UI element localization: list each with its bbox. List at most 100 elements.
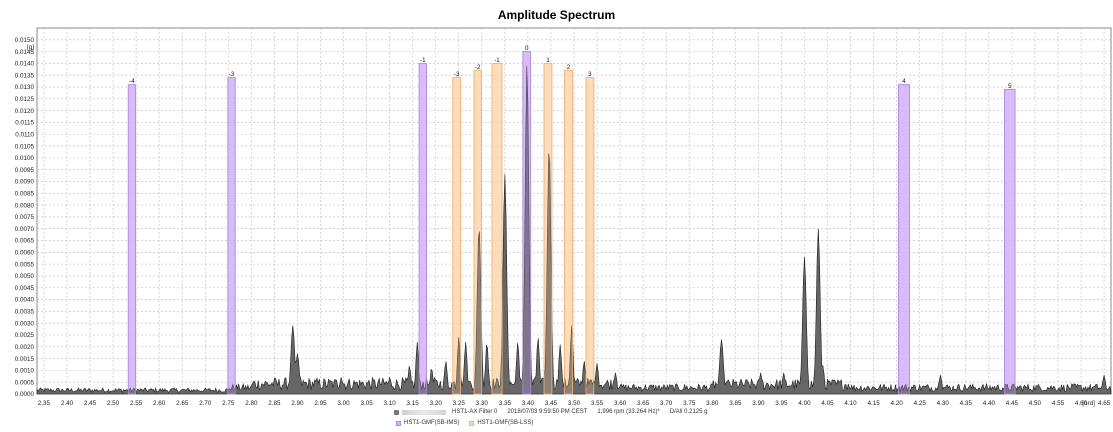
x-tick-label: 3.95	[775, 400, 788, 407]
bar-labels: -4 -3 -1 0 4 5 -3 -2 -1 1 2 3	[129, 45, 1012, 90]
x-tick-label: 3.60	[614, 400, 627, 407]
x-tick-label: 4.20	[891, 400, 904, 407]
sideband-bar-label: -2	[475, 64, 481, 71]
y-tick-label: 0.0150	[15, 37, 35, 44]
x-tick-label: 4.25	[914, 400, 927, 407]
x-tick-label: 4.30	[937, 400, 950, 407]
x-tick-label: 2.40	[61, 400, 74, 407]
series-swatch-sb-lss	[469, 420, 475, 426]
x-tick-label: 2.60	[153, 400, 166, 407]
y-tick-label: 0.0125	[15, 96, 35, 103]
sideband-bar-label: 2	[567, 64, 571, 71]
x-tick-label: 2.75	[222, 400, 235, 407]
x-tick-label: 4.10	[844, 400, 857, 407]
y-tick-label: 0.0035	[15, 309, 35, 316]
plot-frame	[36, 27, 1112, 395]
x-tick-label: 3.20	[430, 400, 443, 407]
y-tick-label: 0.0065	[15, 238, 35, 245]
x-tick-label: 3.10	[383, 400, 396, 407]
legend-row-2: HST1-GMF(SB-IMS) HST1-GMF(SB-LSS)	[396, 420, 543, 427]
legend-series-sb-lss: HST1-GMF(SB-LSS)	[477, 420, 534, 426]
sideband-bar-overlay	[227, 77, 236, 395]
x-tick-label: 3.90	[752, 400, 765, 407]
x-tick-label: 2.85	[268, 400, 281, 407]
sideband-bar-label: -4	[129, 78, 135, 85]
x-tick-label: 4.05	[821, 400, 834, 407]
y-tick-label: 0.0070	[15, 226, 35, 233]
x-tick-label: 4.45	[1006, 400, 1019, 407]
sideband-bar-overlay	[452, 77, 462, 395]
spectrum-line	[36, 65, 1112, 395]
x-tick-label: 3.65	[637, 400, 650, 407]
sideband-bar-overlay	[898, 84, 910, 395]
y-tick-label: 0.0000	[15, 391, 35, 398]
sideband-bar-label: 4	[902, 78, 906, 85]
x-tick-label: 4.55	[1052, 400, 1065, 407]
x-tick-label: 2.45	[84, 400, 97, 407]
y-tick-label: 0.0095	[15, 167, 35, 174]
y-tick-label: 0.0080	[15, 202, 35, 209]
sideband-bar-overlay	[1004, 88, 1016, 395]
sideband-bar-label: 0	[525, 45, 529, 52]
sideband-bar-label: -3	[229, 71, 235, 78]
sideband-bar-label: 3	[588, 71, 592, 78]
x-tick-label: 4.35	[960, 400, 973, 407]
y-tick-label: 0.0030	[15, 320, 35, 327]
y-tick-label: 0.0085	[15, 190, 35, 197]
sensor-icon	[394, 409, 399, 415]
x-tick-label: 3.55	[591, 400, 604, 407]
sideband-bar-overlay	[543, 63, 553, 395]
x-tick-label: 2.90	[291, 400, 304, 407]
sideband-bar-label: -1	[420, 57, 426, 64]
x-tick-label: 2.70	[199, 400, 212, 407]
y-tick-label: 0.0045	[15, 285, 35, 292]
x-tick-label: 4.60	[1075, 400, 1088, 407]
x-tick-label: 2.35	[38, 400, 51, 407]
x-tick-label: 3.80	[706, 400, 719, 407]
x-tick-label: 2.50	[107, 400, 120, 407]
y-tick-label: 0.0145	[15, 49, 35, 56]
y-tick-label: 0.0060	[15, 250, 35, 257]
sideband-bar-overlay	[127, 84, 137, 395]
y-tick-label: 0.0025	[15, 332, 35, 339]
y-tick-label: 0.0090	[15, 179, 35, 186]
x-tick-label: 4.00	[798, 400, 811, 407]
y-tick-label: 0.0115	[15, 120, 34, 127]
x-tick-label: 3.05	[360, 400, 373, 407]
sideband-bar-overlay	[473, 70, 482, 395]
y-tick-label: 0.0015	[15, 356, 35, 363]
x-tick-label: 3.30	[476, 400, 489, 407]
sideband-bar-label: 5	[1008, 83, 1012, 90]
sideband-bar-overlay	[563, 70, 574, 395]
x-tick-label: 3.70	[660, 400, 673, 407]
spectrum-area	[36, 51, 1112, 395]
y-tick-label: 0.0020	[15, 344, 35, 351]
sideband-bar-overlay	[418, 63, 427, 395]
x-tick-label: 3.85	[729, 400, 742, 407]
x-axis-unit-label: [ord]	[1082, 400, 1095, 407]
y-tick-label: 0.0140	[15, 61, 35, 68]
y-tick-label: 0.0105	[15, 143, 35, 150]
y-tick-label: 0.0110	[15, 131, 34, 138]
y-tick-label: 0.0100	[15, 155, 35, 162]
chart-title: Amplitude Spectrum	[497, 8, 616, 22]
x-tick-label: 3.35	[499, 400, 512, 407]
y-tick-label: 0.0055	[15, 261, 35, 268]
y-tick-label: 0.0135	[15, 72, 35, 79]
x-tick-label: 3.15	[407, 400, 420, 407]
legend-speed: 1,996 rpm (33.264 Hz)*	[597, 409, 660, 415]
y-tick-label: 0.0130	[15, 84, 35, 91]
sideband-bar-overlay	[585, 77, 595, 395]
x-tick-label: 3.00	[337, 400, 350, 407]
y-tick-label: 0.0010	[15, 368, 35, 375]
x-tick-label: 3.50	[568, 400, 581, 407]
legend-row-1: HST1-AX Filter 0 2018/07/03 9:59:50 PM CE…	[394, 409, 717, 416]
x-tick-label: 4.65	[1098, 400, 1111, 407]
x-tick-label: 3.75	[683, 400, 696, 407]
x-tick-label: 4.15	[867, 400, 880, 407]
legend-spectrum-label: HST1-AX Filter 0	[452, 409, 498, 415]
sideband-bar-label: -3	[454, 71, 460, 78]
x-tick-label: 2.65	[176, 400, 189, 407]
x-tick-label: 2.80	[245, 400, 258, 407]
x-tick-label: 3.25	[453, 400, 466, 407]
